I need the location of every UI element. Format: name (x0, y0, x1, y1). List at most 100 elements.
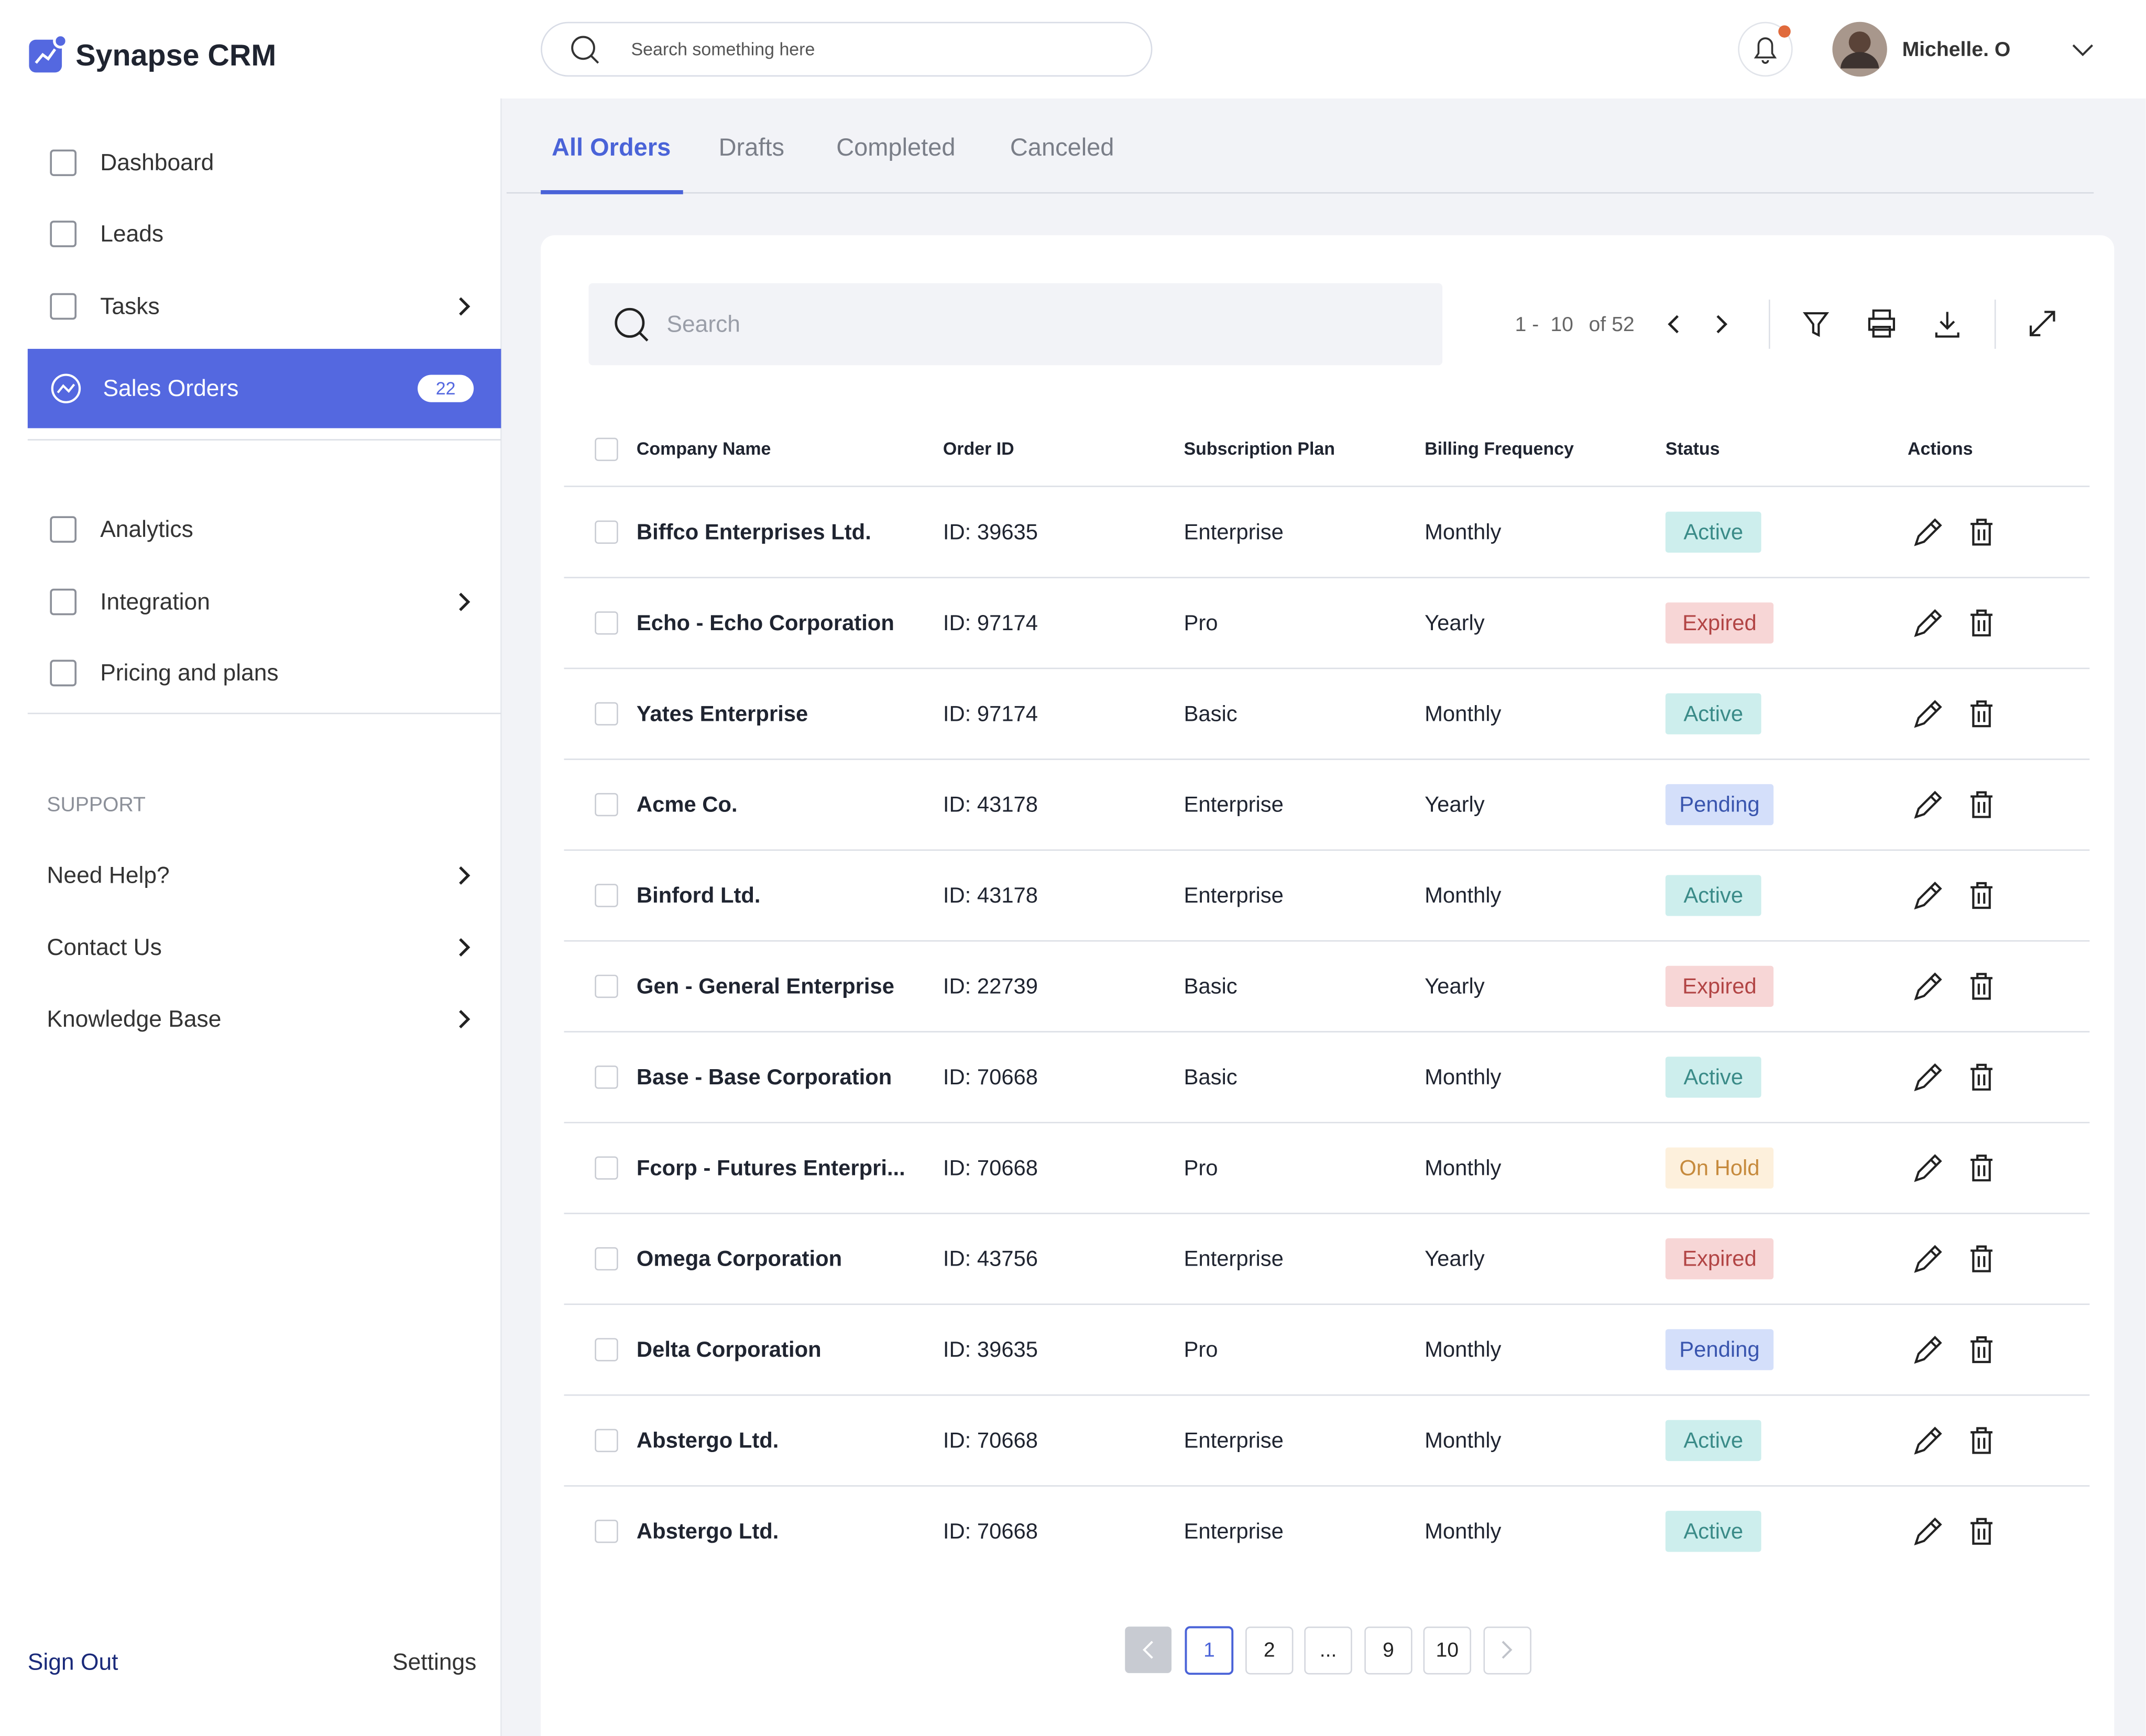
status-badge (1665, 784, 1774, 826)
page-button[interactable]: 2 (1245, 1627, 1294, 1675)
nav-item[interactable]: Sales Orders 22 (27, 348, 501, 428)
nav-label: Analytics (100, 517, 193, 542)
row-checkbox[interactable] (595, 974, 618, 998)
page-next[interactable] (1483, 1627, 1531, 1675)
row-checkbox[interactable] (595, 793, 618, 817)
table-search[interactable]: Search (588, 283, 1443, 366)
status-label: Active (1683, 1519, 1743, 1543)
edit-icon[interactable] (1914, 972, 1942, 1001)
delete-icon[interactable] (1970, 1427, 1992, 1454)
edit-icon[interactable] (1914, 1336, 1942, 1364)
cell-plan: Pro (1184, 610, 1218, 635)
notification-dot (1778, 25, 1791, 38)
delete-icon[interactable] (1970, 1336, 1992, 1364)
row-checkbox[interactable] (595, 1429, 618, 1453)
sign-out[interactable]: Sign Out (28, 1649, 118, 1675)
support-item[interactable]: Knowledge Base (47, 1006, 470, 1032)
nav-item[interactable]: Tasks (50, 293, 470, 320)
download-icon[interactable] (1935, 312, 1959, 338)
notifications[interactable] (1738, 21, 1793, 77)
row-checkbox[interactable] (595, 1338, 618, 1361)
cell-plan: Pro (1184, 1337, 1218, 1361)
edit-icon[interactable] (1914, 1063, 1942, 1092)
support-heading: SUPPORT (47, 794, 146, 816)
prev-arrow (1143, 1641, 1153, 1659)
cell-company: Biffco Enterprises Ltd. (637, 520, 871, 544)
status-label: Expired (1682, 610, 1757, 635)
delete-icon[interactable] (1970, 1155, 1992, 1182)
page-button[interactable]: 10 (1423, 1627, 1471, 1675)
delete-icon[interactable] (1970, 519, 1992, 546)
delete-icon[interactable] (1970, 1063, 1992, 1091)
page-button[interactable]: 1 (1185, 1626, 1234, 1675)
user-menu[interactable]: Michelle. O (1832, 21, 2093, 77)
support-label: Knowledge Base (47, 1006, 221, 1032)
page-button-bg (1304, 1627, 1352, 1675)
edit-icon[interactable] (1914, 790, 1942, 819)
tab[interactable]: Canceled (1010, 133, 1114, 161)
delete-icon[interactable] (1970, 791, 1992, 818)
row-checkbox[interactable] (595, 884, 618, 907)
nav-item[interactable]: Leads (50, 221, 163, 247)
edit-icon[interactable] (1914, 518, 1942, 546)
nav-badge-count: 22 (436, 379, 456, 399)
select-all-checkbox[interactable] (595, 437, 618, 462)
table-search-handle (638, 331, 649, 342)
delete-icon[interactable] (1970, 700, 1992, 728)
prev-page-icon[interactable] (1668, 315, 1679, 334)
page-button[interactable]: 9 (1364, 1627, 1413, 1675)
status-label: Expired (1682, 974, 1757, 998)
print-icon[interactable] (1868, 309, 1895, 338)
row-checkbox[interactable] (595, 520, 618, 544)
row-checkbox[interactable] (595, 611, 618, 635)
delete-icon[interactable] (1970, 1518, 1992, 1545)
edit-icon[interactable] (1914, 700, 1942, 728)
edit-icon[interactable] (1914, 1154, 1942, 1182)
next-page-icon[interactable] (1716, 315, 1728, 334)
cell-company: Abstergo Ltd. (637, 1519, 779, 1543)
cell-billing: Monthly (1425, 520, 1501, 544)
page-button-bg (1423, 1627, 1471, 1675)
cell-plan: Enterprise (1184, 883, 1284, 907)
delete-icon[interactable] (1970, 882, 1992, 909)
cell-billing: Yearly (1425, 974, 1485, 998)
range-total: of 52 (1589, 313, 1635, 336)
support-item[interactable]: Need Help? (47, 863, 470, 888)
edit-icon[interactable] (1914, 609, 1942, 638)
nav-item[interactable]: Integration (50, 588, 470, 616)
row-checkbox[interactable] (595, 702, 618, 726)
cell-order-id: ID: 97174 (943, 610, 1038, 635)
edit-icon[interactable] (1914, 1245, 1942, 1273)
row-checkbox[interactable] (595, 1520, 618, 1543)
filter-icon[interactable] (1802, 312, 1830, 337)
status-badge (1665, 875, 1761, 916)
tab[interactable]: Completed (836, 133, 955, 161)
tab[interactable]: Drafts (719, 133, 784, 161)
row-checkbox[interactable] (595, 1156, 618, 1180)
delete-icon[interactable] (1970, 1245, 1992, 1272)
settings[interactable]: Settings (392, 1649, 476, 1675)
nav-item[interactable]: Analytics (50, 516, 193, 543)
row-checkbox[interactable] (595, 1065, 618, 1089)
tab[interactable]: All Orders (552, 133, 671, 161)
page-button[interactable]: ... (1304, 1627, 1352, 1675)
logo[interactable]: Synapse CRM (29, 33, 276, 73)
expand-icon[interactable] (2029, 311, 2055, 336)
delete-icon[interactable] (1970, 609, 1992, 636)
page-button (1483, 1627, 1531, 1675)
cell-company: Abstergo Ltd. (637, 1428, 779, 1453)
row-checkbox[interactable] (595, 1247, 618, 1271)
header-search[interactable]: Search something here (541, 21, 1153, 77)
cell-order-id: ID: 70668 (943, 1519, 1038, 1543)
support-item[interactable]: Contact Us (47, 935, 470, 960)
nav-item[interactable]: Dashboard (50, 149, 214, 177)
status-badge (1665, 965, 1774, 1007)
delete-icon[interactable] (1970, 973, 1992, 1000)
cell-order-id: ID: 39635 (943, 1337, 1038, 1361)
cell-order-id: ID: 43756 (943, 1246, 1038, 1271)
edit-icon[interactable] (1914, 882, 1942, 910)
chevron-icon (459, 1010, 470, 1029)
nav-item[interactable]: Pricing and plans (50, 660, 279, 687)
edit-icon[interactable] (1914, 1426, 1942, 1455)
edit-icon[interactable] (1914, 1517, 1942, 1546)
